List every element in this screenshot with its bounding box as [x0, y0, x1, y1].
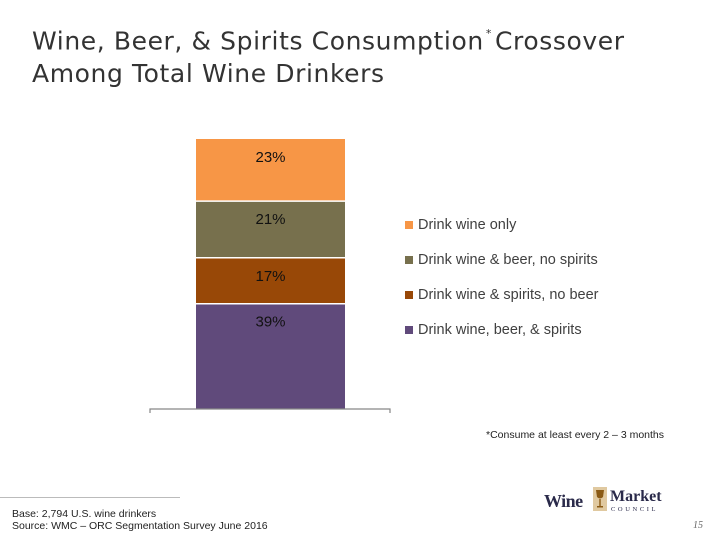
source-note: Base: 2,794 U.S. wine drinkers Source: W… — [12, 508, 268, 532]
legend-swatch — [405, 325, 413, 334]
bar-segment-3 — [196, 139, 345, 202]
title-text-crossover: Crossover — [494, 26, 625, 56]
title-asterisk: * — [485, 27, 492, 40]
data-label: 17% — [255, 268, 285, 285]
wine-market-council-logo: Wine Market COUNCIL — [544, 487, 662, 517]
source-text: Source: WMC – ORC Segmentation Survey Ju… — [12, 520, 268, 532]
bar-segment-1 — [196, 257, 345, 304]
data-label: 39% — [255, 314, 285, 331]
logo-council-text: COUNCIL — [611, 506, 659, 513]
title-line-1: Wine, Beer, & Spirits Consumption * Crosso… — [32, 20, 692, 57]
legend-item: Drink wine only — [405, 207, 705, 242]
base-text: Base: 2,794 U.S. wine drinkers — [12, 508, 157, 520]
data-label: 23% — [255, 149, 285, 166]
legend-item: Drink wine & beer, no spirits — [405, 242, 705, 277]
title-text-main: Wine, Beer, & Spirits Consumption — [32, 26, 484, 56]
data-label: 21% — [255, 211, 285, 228]
legend-swatch — [405, 255, 413, 264]
footer-divider — [0, 497, 180, 498]
legend-item: Drink wine & spirits, no beer — [405, 277, 705, 312]
logo-wine-text: Wine — [544, 491, 583, 511]
legend-label: Drink wine & beer, no spirits — [418, 251, 598, 268]
legend-label: Drink wine, beer, & spirits — [418, 321, 582, 338]
bar-segment-0 — [196, 303, 345, 409]
logo-market-text: Market — [610, 488, 662, 505]
legend-item: Drink wine, beer, & spirits — [405, 312, 705, 347]
page-number: 15 — [693, 520, 703, 531]
legend-label: Drink wine & spirits, no beer — [418, 286, 599, 303]
slide-title: Wine, Beer, & Spirits Consumption * Crosso… — [32, 20, 692, 90]
legend-label: Drink wine only — [418, 216, 517, 233]
title-line-2: Among Total Wine Drinkers — [32, 59, 385, 89]
x-axis-line — [149, 408, 391, 413]
footnote: *Consume at least every 2 – 3 months — [486, 429, 665, 441]
chart-legend: Drink wine only Drink wine & beer, no spi… — [405, 207, 705, 347]
legend-swatch — [405, 290, 413, 299]
legend-swatch — [405, 220, 413, 229]
bar-segment-2 — [196, 201, 345, 258]
wine-glass-icon — [593, 487, 607, 511]
